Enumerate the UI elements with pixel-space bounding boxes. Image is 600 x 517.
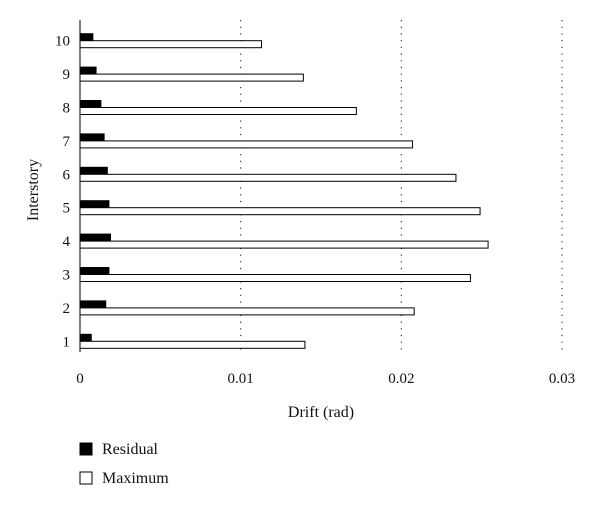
bar-residual-1 xyxy=(79,333,92,342)
bar-residual-9 xyxy=(79,66,97,75)
y-tick-label-1: 1 xyxy=(63,334,71,350)
x-tick-label-0.01: 0.01 xyxy=(228,371,254,387)
bar-residual-4 xyxy=(79,233,112,242)
legend-swatch-maximum xyxy=(79,471,93,485)
bar-maximum-8 xyxy=(79,107,357,115)
bar-residual-7 xyxy=(79,133,105,142)
y-tick-label-7: 7 xyxy=(63,134,71,150)
y-tick-label-10: 10 xyxy=(55,34,70,50)
y-tick-label-3: 3 xyxy=(63,268,71,284)
y-tick-labels: 1 2 3 4 5 6 7 8 9 10 xyxy=(55,34,71,351)
bar-maximum-3 xyxy=(79,274,471,282)
y-tick-label-5: 5 xyxy=(63,201,71,217)
bar-maximum-6 xyxy=(79,173,457,182)
x-tick-labels: 0 0.01 0.02 0.03 xyxy=(76,371,575,387)
legend-label-residual: Residual xyxy=(102,441,159,458)
bar-maximum-10 xyxy=(79,40,263,49)
y-tick-label-8: 8 xyxy=(63,101,71,117)
y-tick-label-6: 6 xyxy=(63,167,71,183)
y-tick-label-9: 9 xyxy=(63,67,71,83)
bars xyxy=(79,33,489,349)
bar-maximum-2 xyxy=(79,307,415,316)
bar-residual-5 xyxy=(79,200,110,209)
bar-residual-3 xyxy=(79,267,110,275)
bar-residual-8 xyxy=(79,100,102,108)
x-tick-label-0.02: 0.02 xyxy=(388,371,414,387)
bar-maximum-1 xyxy=(79,340,306,349)
bar-maximum-7 xyxy=(79,140,414,149)
bar-maximum-9 xyxy=(79,73,304,82)
bar-residual-2 xyxy=(79,300,107,309)
x-tick-label-0: 0 xyxy=(76,371,84,387)
bar-residual-10 xyxy=(79,33,94,42)
y-axis-title: Interstory xyxy=(25,159,42,221)
bar-maximum-5 xyxy=(79,207,481,216)
legend: Residual Maximum xyxy=(79,441,169,487)
gridlines xyxy=(240,20,563,352)
legend-swatch-residual xyxy=(79,442,93,456)
bar-residual-6 xyxy=(79,166,108,175)
bar-maximum-4 xyxy=(79,240,489,249)
x-tick-label-0.03: 0.03 xyxy=(549,371,575,387)
x-axis-title: Drift (rad) xyxy=(288,404,354,421)
y-tick-label-4: 4 xyxy=(63,234,71,250)
legend-label-maximum: Maximum xyxy=(102,470,169,487)
y-tick-label-2: 2 xyxy=(63,301,71,317)
